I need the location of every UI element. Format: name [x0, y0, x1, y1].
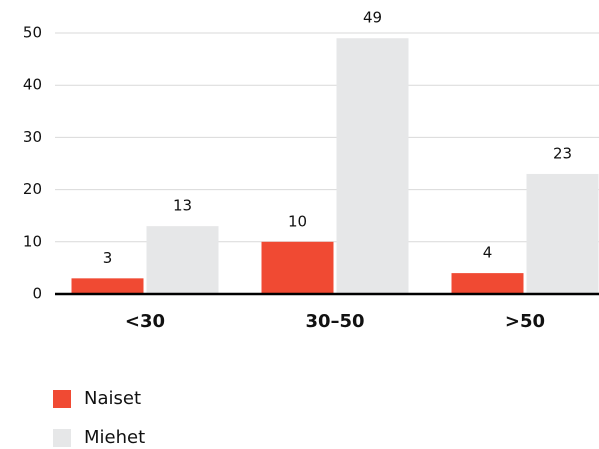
x-tick-label: 30–50: [305, 311, 364, 332]
y-tick-label: 40: [23, 76, 42, 94]
value-label: 3: [103, 249, 113, 267]
x-tick-label: >50: [505, 311, 545, 332]
y-tick-label: 30: [23, 128, 42, 146]
bar: [526, 173, 599, 294]
bar: [451, 273, 524, 294]
legend-label: Miehet: [84, 427, 145, 448]
value-label: 13: [173, 197, 192, 215]
bar: [71, 278, 144, 294]
bar: [261, 241, 334, 294]
legend-swatch: [53, 429, 71, 447]
bar: [146, 226, 219, 294]
value-label: 23: [553, 144, 572, 162]
y-tick-label: 10: [23, 232, 42, 250]
legend-swatch: [53, 390, 71, 408]
y-tick-label: 20: [23, 180, 42, 198]
value-label: 10: [288, 212, 307, 230]
value-label: 49: [363, 9, 382, 27]
y-tick-label: 50: [23, 24, 42, 42]
x-tick-label: <30: [125, 311, 165, 332]
bar: [336, 38, 409, 294]
value-label: 4: [483, 244, 493, 262]
y-tick-label: 0: [32, 285, 42, 303]
legend-label: Naiset: [84, 388, 141, 409]
